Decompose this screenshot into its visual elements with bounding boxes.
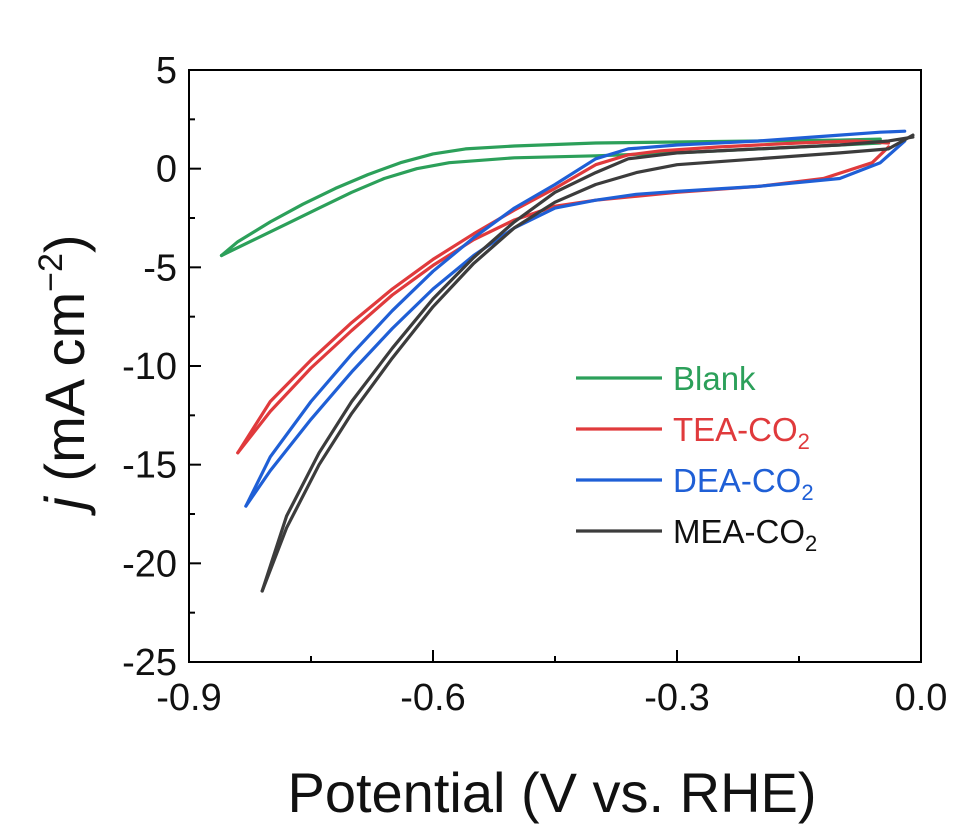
x-axis-title: Potential (V vs. RHE) xyxy=(287,761,816,824)
legend-label-mea-co2: MEA-CO2 xyxy=(673,513,817,556)
axes: -0.9 -0.6 -0.3 0.0 5 0 -5 -10 -15 -20 -25 xyxy=(122,50,947,719)
y-tick-label: 5 xyxy=(156,50,177,92)
plot-frame xyxy=(188,69,922,663)
y-axis-title-close: ) xyxy=(33,234,96,253)
y-tick-label: -5 xyxy=(143,247,177,289)
x-tick-label: -0.3 xyxy=(644,677,709,719)
series-blank-forward-scan xyxy=(219,141,882,258)
series-tea-co2-reverse-scan xyxy=(236,139,891,455)
series-dea-co2-reverse-scan xyxy=(244,129,907,508)
legend-label-dea-co2: DEA-CO2 xyxy=(673,462,814,505)
series-mea-co2-forward-scan xyxy=(260,133,915,593)
y-axis-title-symbol: j xyxy=(33,496,96,517)
y-tick-label: 0 xyxy=(156,149,177,191)
y-axis-title: j (mA cm−2) xyxy=(32,234,96,516)
legend-label-tea-co2: TEA-CO2 xyxy=(673,411,810,454)
y-tick-label: -10 xyxy=(122,346,177,388)
y-axis-title-exponent: −2 xyxy=(32,253,70,292)
y-tick-label: -15 xyxy=(122,445,177,487)
series-mea-co2-reverse-scan xyxy=(260,135,915,593)
legend-label-blank: Blank xyxy=(673,360,756,397)
x-tick-label: -0.9 xyxy=(156,677,221,719)
y-tick-label: -20 xyxy=(122,543,177,585)
series-tea-co2-forward-scan xyxy=(236,145,891,455)
legend: Blank TEA-CO2 DEA-CO2 MEA-CO2 xyxy=(576,360,817,556)
y-axis-title-unit: (mA cm xyxy=(33,292,96,497)
x-tick-label: -0.6 xyxy=(400,677,465,719)
y-tick-label: -25 xyxy=(122,642,177,684)
series-layer xyxy=(219,129,915,593)
series-dea-co2-forward-scan xyxy=(244,139,907,508)
x-tick-label: 0.0 xyxy=(895,677,948,719)
